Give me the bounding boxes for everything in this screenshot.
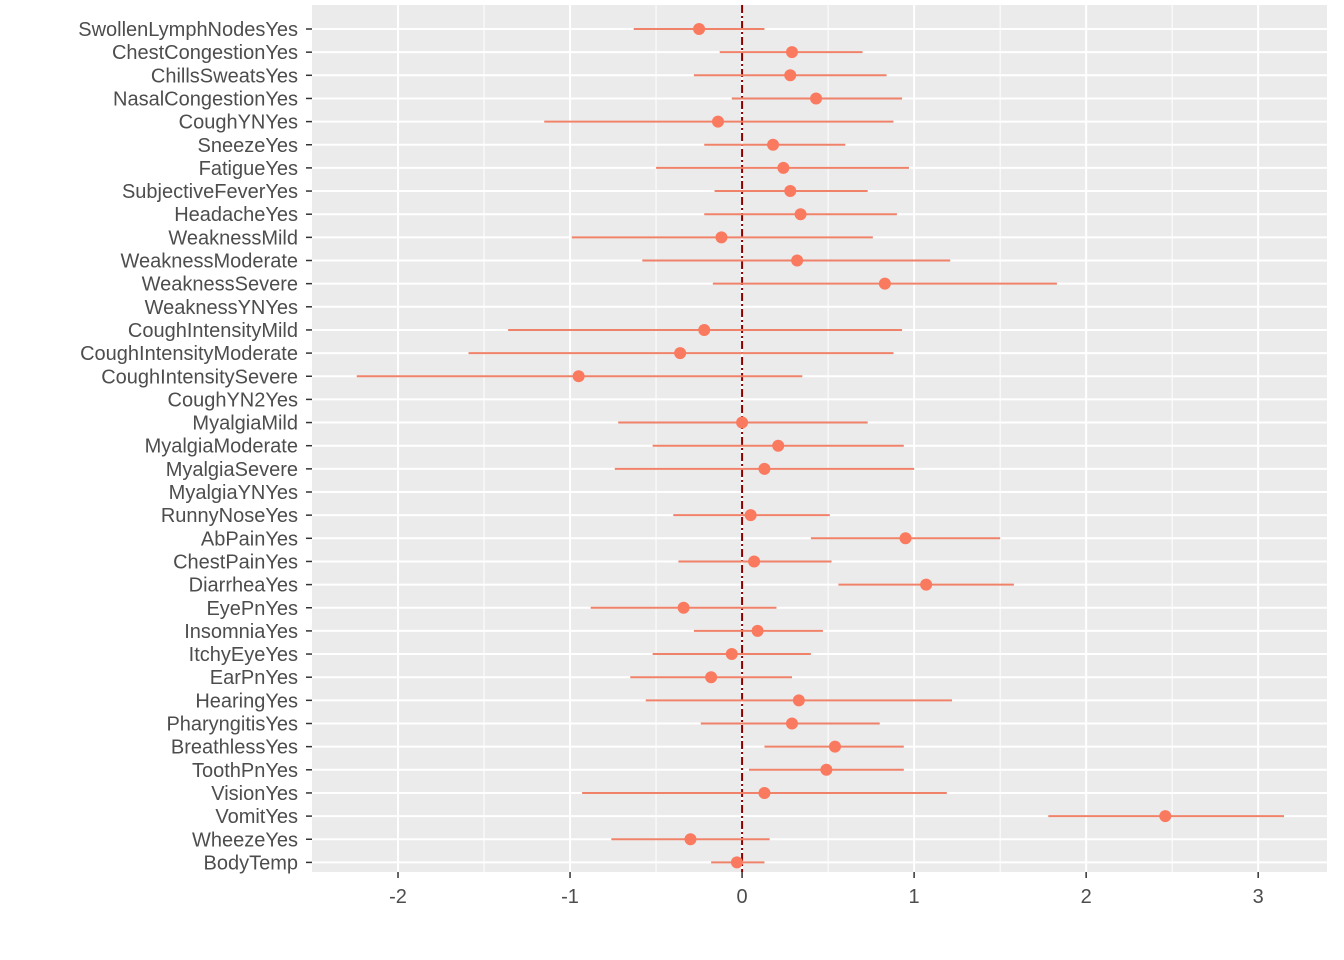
y-tick-label: SneezeYes: [198, 135, 298, 157]
x-tick-label: 1: [909, 886, 920, 908]
estimate-point: [785, 717, 798, 730]
y-tick-label: VomitYes: [215, 806, 298, 828]
y-tick-label: WeaknessSevere: [142, 274, 298, 296]
x-axis: -2 -1 0 1 2 3: [389, 872, 1264, 908]
plot-panel: [312, 5, 1327, 872]
estimate-point: [715, 231, 728, 244]
estimate-point: [725, 648, 738, 661]
y-tick-label: MyalgiaYNYes: [169, 482, 298, 504]
y-tick-label: ItchyEyeYes: [189, 644, 298, 666]
estimate-point: [677, 601, 690, 614]
y-tick-label: CoughYNYes: [179, 112, 298, 134]
x-tick-label: -2: [389, 886, 407, 908]
estimate-point: [736, 416, 749, 429]
estimate-point: [878, 277, 891, 290]
y-tick-label: BodyTemp: [204, 852, 299, 874]
estimate-point: [785, 46, 798, 59]
estimate-point: [820, 763, 833, 776]
y-tick-label: VisionYes: [211, 783, 298, 805]
y-tick-label: InsomniaYes: [184, 621, 298, 643]
y-tick-label: EyePnYes: [206, 598, 298, 620]
estimate-point: [784, 185, 797, 198]
estimate-point: [744, 509, 757, 522]
y-tick-label: CoughIntensityMild: [128, 320, 298, 342]
estimate-point: [684, 833, 697, 846]
estimate-points: [572, 23, 1172, 869]
y-tick-label: MyalgiaSevere: [166, 459, 298, 481]
estimate-point: [777, 161, 790, 174]
estimate-point: [810, 92, 823, 105]
estimate-point: [758, 786, 771, 799]
estimate-point: [792, 694, 805, 707]
y-axis: SwollenLymphNodesYesChestCongestionYesCh…: [78, 19, 312, 874]
estimate-point: [828, 740, 841, 753]
y-tick-label: ChestCongestionYes: [112, 42, 298, 64]
y-tick-label: SubjectiveFeverYes: [122, 181, 298, 203]
y-tick-label: AbPainYes: [201, 528, 298, 550]
y-tick-label: WeaknessMild: [168, 227, 298, 249]
estimate-point: [920, 578, 933, 591]
y-tick-label: CoughIntensityModerate: [80, 343, 298, 365]
y-tick-label: ChillsSweatsYes: [151, 65, 298, 87]
estimate-point: [572, 370, 585, 383]
estimate-point: [748, 555, 761, 568]
x-tick-label: 3: [1253, 886, 1264, 908]
estimate-point: [730, 856, 743, 869]
y-tick-label: WeaknessYNYes: [145, 297, 298, 319]
estimate-point: [758, 462, 771, 475]
estimate-point: [1159, 810, 1172, 823]
y-tick-label: PharyngitisYes: [166, 714, 298, 736]
x-tick-label: 0: [737, 886, 748, 908]
estimate-point: [794, 208, 807, 221]
y-tick-label: WeaknessModerate: [121, 251, 299, 273]
estimate-point: [751, 624, 764, 637]
y-tick-label: RunnyNoseYes: [161, 505, 298, 527]
y-tick-label: MyalgiaMild: [192, 413, 298, 435]
y-tick-label: BreathlessYes: [171, 737, 298, 759]
y-tick-label: DiarrheaYes: [189, 575, 298, 597]
estimate-point: [712, 115, 724, 128]
y-tick-label: ToothPnYes: [192, 760, 298, 782]
y-tick-label: FatigueYes: [199, 158, 298, 180]
estimate-point: [784, 69, 797, 82]
estimate-point: [899, 532, 912, 545]
y-tick-label: WheezeYes: [192, 829, 298, 851]
y-tick-label: HeadacheYes: [174, 204, 298, 226]
estimate-point: [705, 671, 718, 684]
y-tick-label: CoughIntensitySevere: [101, 366, 298, 388]
y-tick-label: CoughYN2Yes: [168, 389, 298, 411]
x-tick-label: 2: [1081, 886, 1092, 908]
x-tick-label: -1: [561, 886, 579, 908]
y-tick-label: ChestPainYes: [173, 551, 298, 573]
estimate-point: [791, 254, 804, 267]
minor-gridlines: [483, 5, 1173, 872]
estimate-point: [698, 323, 711, 336]
y-tick-label: NasalCongestionYes: [113, 88, 298, 110]
estimate-point: [772, 439, 785, 452]
y-tick-label: SwollenLymphNodesYes: [78, 19, 298, 41]
estimate-point: [693, 23, 706, 35]
estimate-point: [674, 347, 687, 360]
estimate-point: [767, 138, 780, 151]
y-tick-label: EarPnYes: [210, 667, 298, 689]
y-tick-label: HearingYes: [195, 690, 298, 712]
y-tick-label: MyalgiaModerate: [145, 436, 298, 458]
